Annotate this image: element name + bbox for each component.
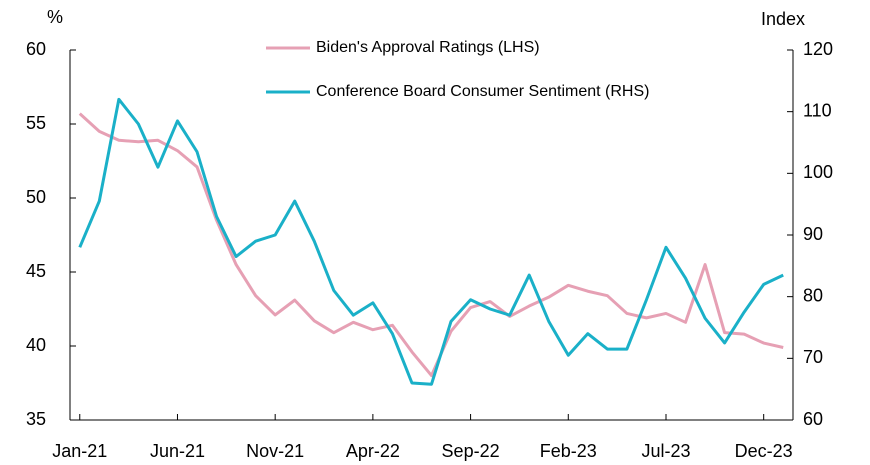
y2-tick-label: 80: [803, 285, 823, 305]
y2-axis-label: Index: [761, 9, 805, 29]
x-tick-label: Feb-23: [540, 441, 597, 461]
legend-label: Biden's Approval Ratings (LHS): [316, 39, 540, 56]
y-tick-label: 55: [26, 113, 46, 133]
legend-label: Conference Board Consumer Sentiment (RHS…: [316, 83, 649, 100]
y2-tick-label: 110: [803, 100, 832, 120]
y2-tick-label: 100: [803, 162, 833, 182]
y2-tick-label: 70: [803, 347, 823, 367]
y-tick-label: 45: [26, 261, 46, 281]
y-tick-label: 60: [26, 39, 46, 59]
x-tick-label: Jan-21: [52, 441, 107, 461]
y2-tick-label: 120: [803, 39, 833, 59]
y-tick-label: 40: [26, 335, 46, 355]
y-tick-label: 35: [26, 409, 46, 429]
y2-tick-label: 90: [803, 224, 823, 244]
y-axis-label: %: [47, 7, 63, 27]
series-line: [78, 97, 784, 386]
x-tick-label: Sep-22: [442, 441, 500, 461]
y2-tick-label: 60: [803, 409, 823, 429]
series-line: [78, 112, 784, 378]
x-tick-label: Jul-23: [641, 441, 690, 461]
x-tick-label: Jun-21: [150, 441, 205, 461]
y-tick-label: 50: [26, 187, 46, 207]
x-tick-label: Nov-21: [246, 441, 304, 461]
x-tick-label: Dec-23: [735, 441, 793, 461]
x-tick-label: Apr-22: [346, 441, 400, 461]
